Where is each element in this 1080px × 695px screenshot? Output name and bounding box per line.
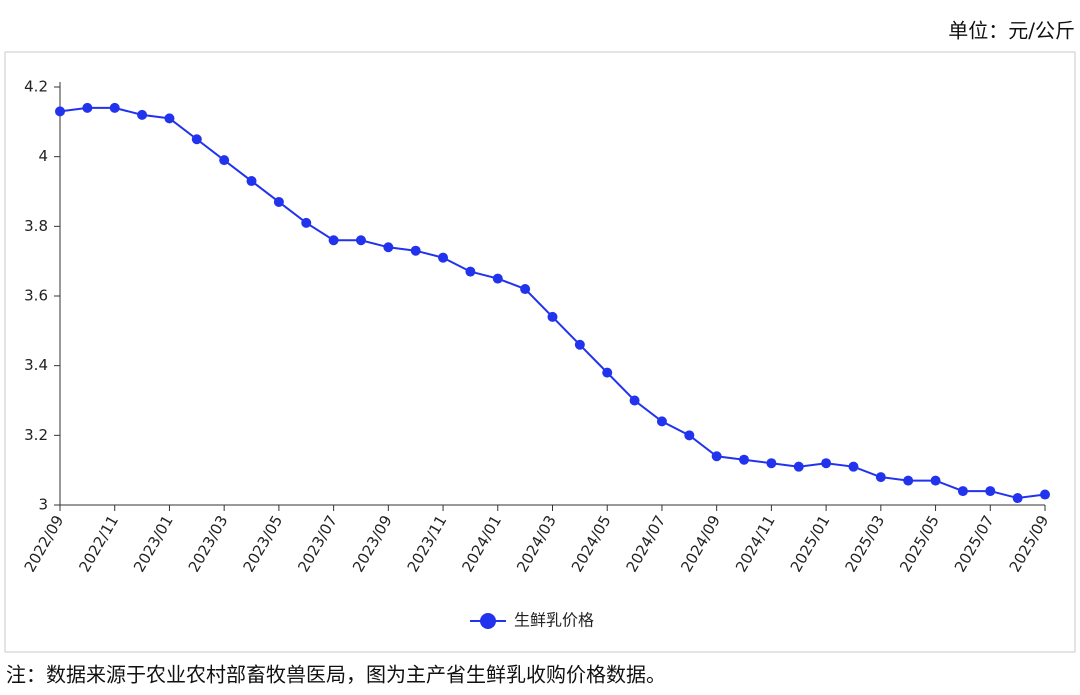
x-tick-label: 2024/11 <box>732 512 779 575</box>
y-tick-label: 4 <box>38 147 48 165</box>
chart-frame <box>4 51 1076 653</box>
y-tick-label: 3 <box>38 496 48 514</box>
data-point <box>711 451 722 462</box>
y-tick-label: 3.4 <box>24 356 48 374</box>
data-point <box>164 113 175 124</box>
x-tick-label: 2023/11 <box>404 512 451 575</box>
data-point <box>739 454 750 465</box>
y-tick-label: 4.2 <box>24 78 48 96</box>
x-tick-label: 2025/01 <box>787 512 834 575</box>
y-tick-label: 3.8 <box>24 217 48 235</box>
data-point <box>547 311 558 322</box>
x-tick-label: 2024/09 <box>677 512 724 575</box>
data-point <box>848 461 859 472</box>
x-tick-label: 2022/11 <box>75 512 122 575</box>
data-point <box>109 102 120 113</box>
data-point <box>793 461 804 472</box>
data-point <box>355 235 366 246</box>
data-point <box>602 367 613 378</box>
footnote: 注：数据来源于农业农村部畜牧兽医局，图为主产省生鲜乳收购价格数据。 <box>6 663 666 687</box>
x-tick-label: 2024/05 <box>568 512 615 575</box>
data-point <box>574 339 585 350</box>
data-point <box>273 196 284 207</box>
data-point <box>410 245 421 256</box>
data-point <box>55 106 65 117</box>
data-point <box>656 416 667 427</box>
data-point <box>219 155 230 166</box>
data-point <box>191 134 202 145</box>
data-point <box>903 475 914 486</box>
data-point <box>930 475 941 486</box>
x-tick-label: 2023/03 <box>185 512 232 575</box>
data-point <box>492 273 503 284</box>
data-point <box>137 109 148 120</box>
data-point <box>629 395 640 406</box>
data-point <box>328 235 339 246</box>
x-tick-label: 2023/01 <box>130 512 177 575</box>
x-tick-label: 2024/07 <box>623 512 670 575</box>
x-tick-label: 2025/09 <box>1006 512 1053 575</box>
unit-label: 单位：元/公斤 <box>948 19 1075 43</box>
data-point <box>684 430 695 441</box>
data-point <box>1012 493 1023 504</box>
data-point <box>520 284 531 295</box>
data-point <box>465 266 476 277</box>
x-tick-label: 2023/09 <box>349 512 396 575</box>
x-tick-label: 2022/09 <box>21 512 68 575</box>
data-point <box>438 252 449 263</box>
data-point <box>82 102 93 113</box>
data-point <box>246 176 257 187</box>
x-tick-label: 2024/01 <box>458 512 505 575</box>
series-line <box>59 106 1046 500</box>
data-point <box>383 242 394 253</box>
data-point <box>875 472 886 483</box>
data-point <box>301 217 312 228</box>
data-point <box>766 458 777 469</box>
y-tick-label: 3.6 <box>24 287 48 305</box>
legend-label: 生鲜乳价格 <box>514 611 594 630</box>
x-tick-label: 2023/07 <box>294 512 341 575</box>
legend-marker <box>480 613 496 629</box>
data-point <box>1040 489 1050 500</box>
x-tick-label: 2025/07 <box>951 512 998 575</box>
data-point <box>985 486 996 497</box>
x-tick-label: 2024/03 <box>513 512 560 575</box>
x-tick-label: 2025/03 <box>841 512 888 575</box>
data-point <box>957 486 968 497</box>
x-tick-label: 2023/05 <box>239 512 286 575</box>
data-point <box>821 458 832 469</box>
y-tick-label: 3.2 <box>24 426 48 444</box>
x-tick-label: 2025/05 <box>896 512 943 575</box>
